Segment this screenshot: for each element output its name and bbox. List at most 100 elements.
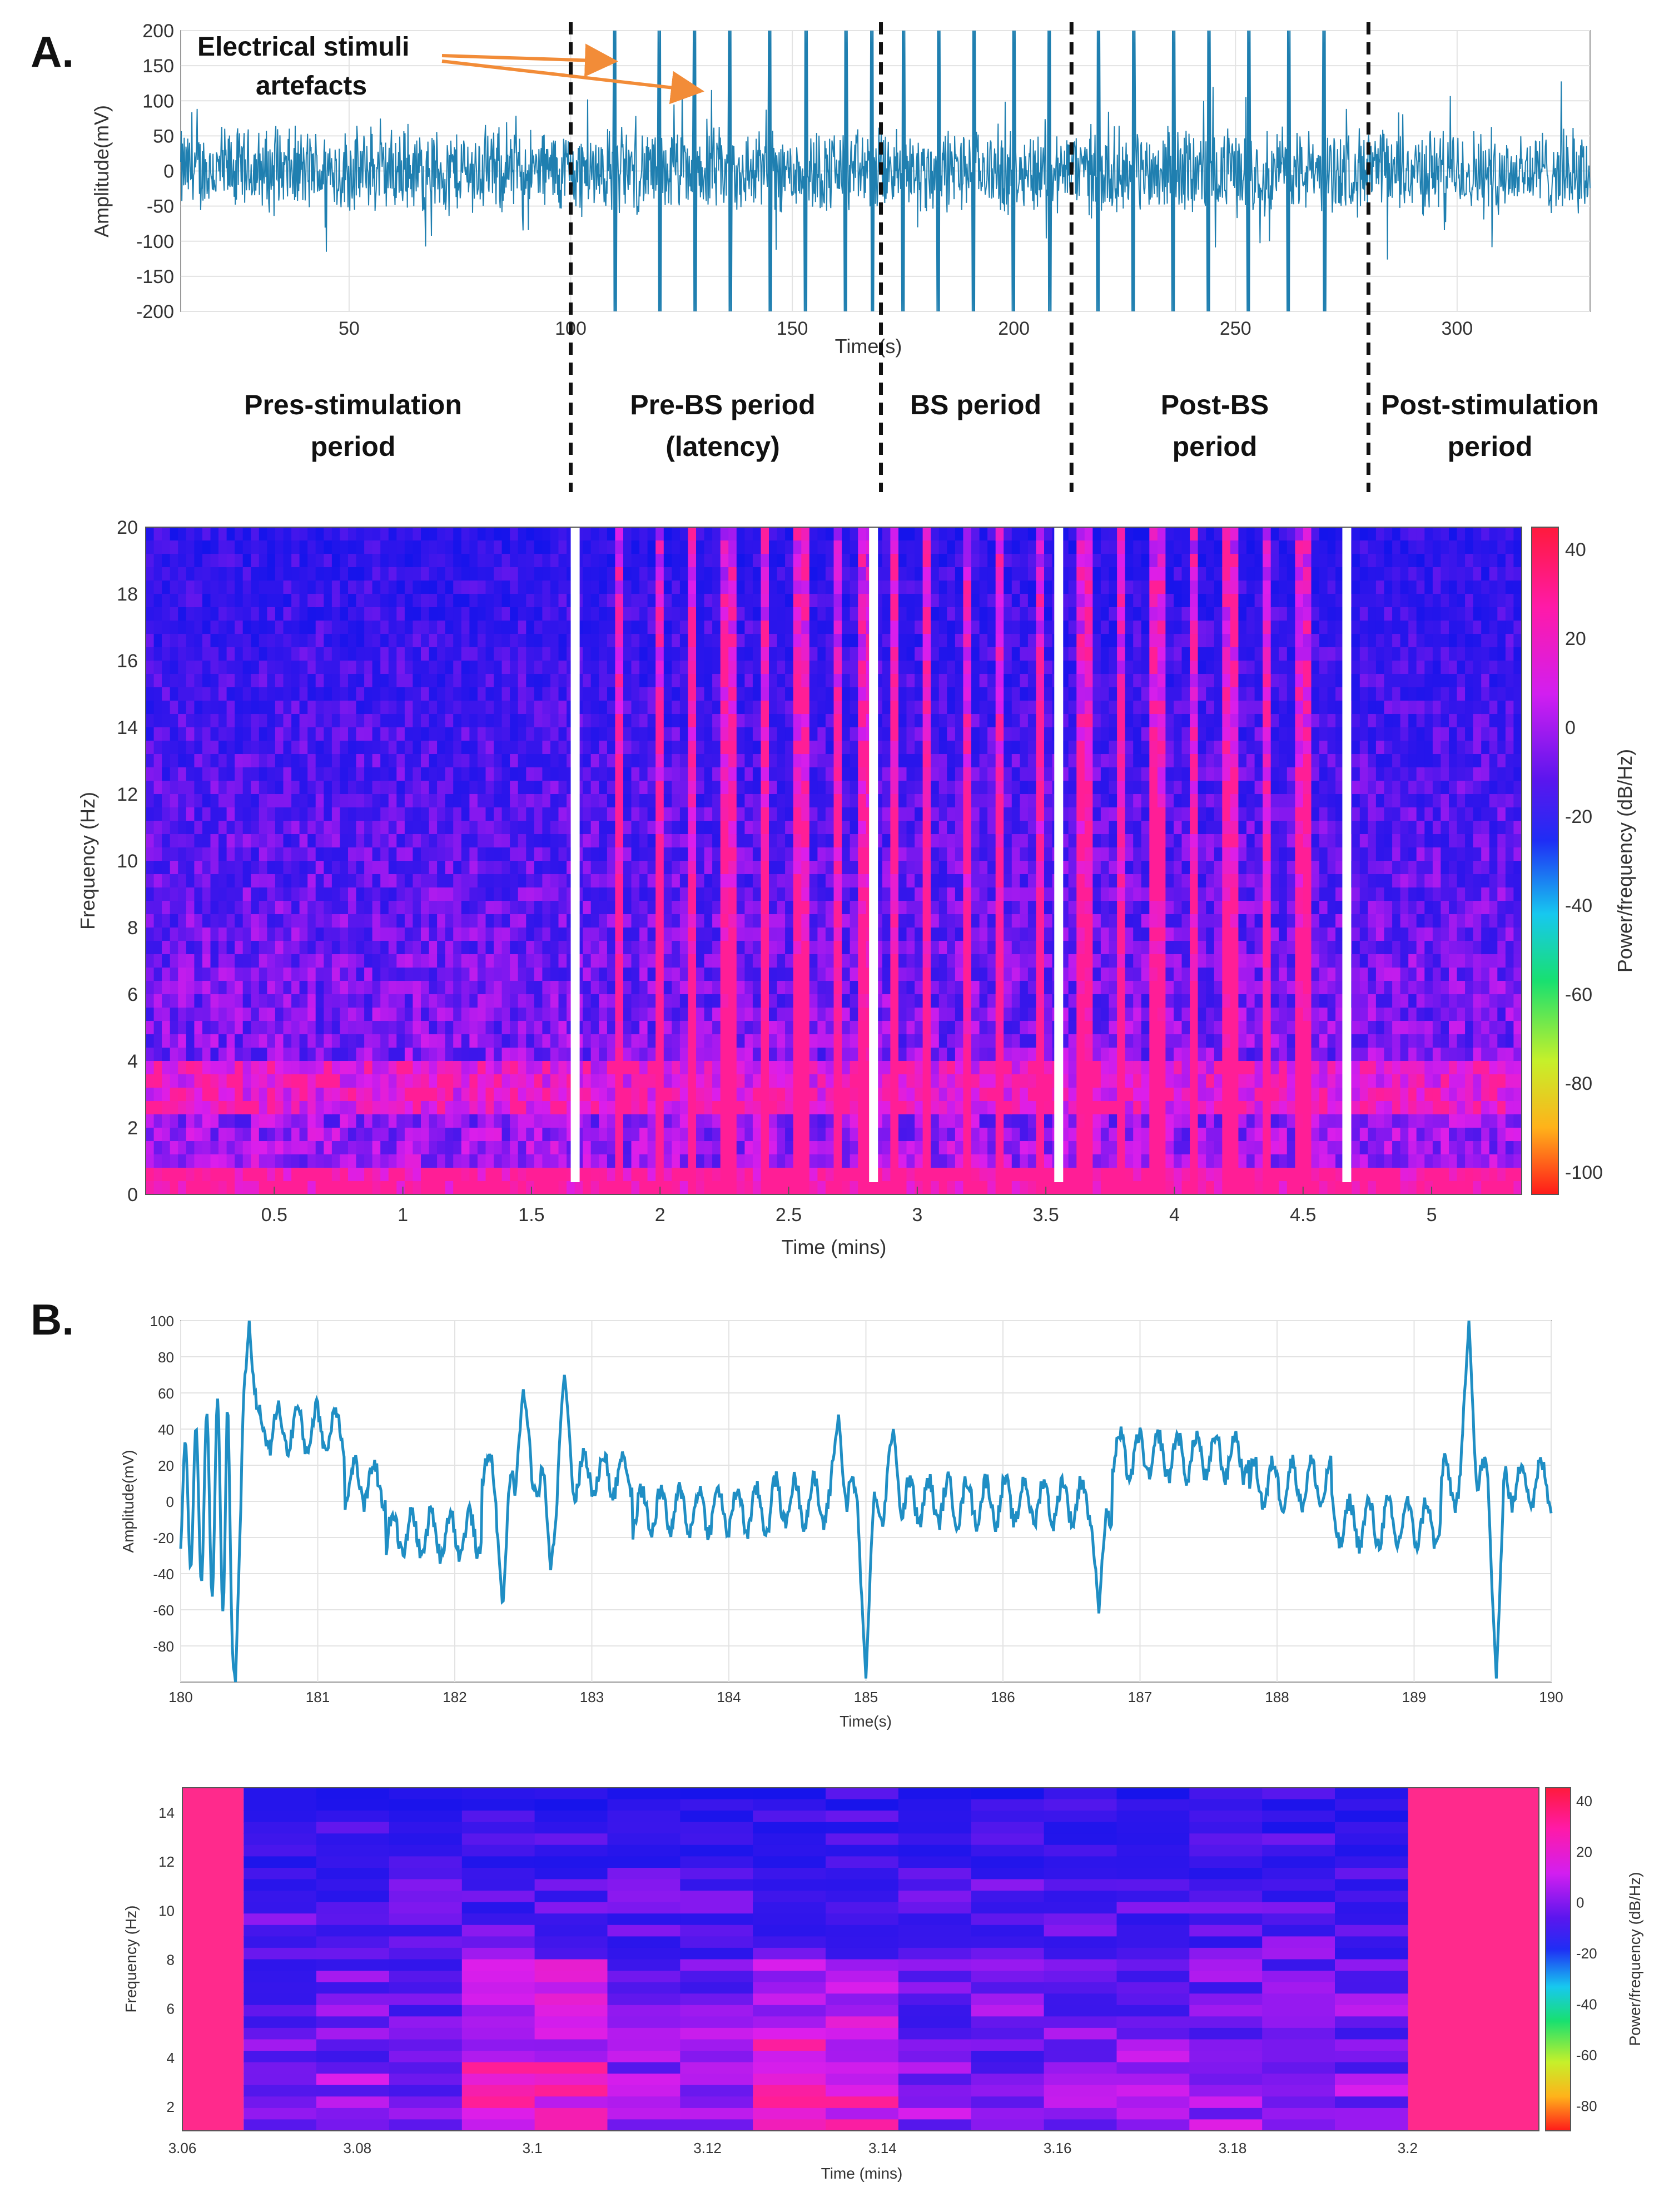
a-spectrogram-cell [825, 527, 835, 541]
a-spectrogram-cell [769, 554, 778, 568]
a-spectrogram-cell [226, 1061, 235, 1075]
a-spectrogram-cell [251, 1088, 260, 1102]
a-spectrogram-cell [785, 1101, 794, 1115]
a-spectrogram-cell [251, 1021, 260, 1035]
a-spectrogram-cell [809, 1008, 818, 1021]
a-spectrogram-cell [858, 754, 867, 768]
a-spectrogram-cell [720, 1034, 729, 1048]
a-spectrogram-cell [170, 1061, 179, 1075]
a-spectrogram-cell [688, 1034, 697, 1048]
a-spectrogram-cell [186, 714, 195, 728]
a-spectrogram-cell [469, 941, 478, 955]
a-spectrogram-cell [178, 647, 187, 661]
a-spectrogram-cell [194, 554, 203, 568]
a-spectrogram-cell [793, 821, 802, 835]
a-spectrogram-cell [429, 941, 438, 955]
a-spectrogram-cell [922, 567, 931, 581]
a-spectrogram-cell [461, 1154, 470, 1168]
a-spectrogram-cell [696, 821, 705, 835]
a-spectrogram-cell [777, 1074, 786, 1088]
a-spectrogram-cell [494, 607, 503, 621]
a-spectrogram-cell [340, 581, 349, 594]
a-spectrogram-cell [550, 714, 559, 728]
a-spectrogram-cell [744, 1181, 753, 1195]
a-spectrogram-cell [429, 674, 438, 688]
a-spectrogram-cell [793, 941, 802, 955]
a-spectrogram-cell [477, 674, 486, 688]
a-spectrogram-cell [299, 647, 308, 661]
a-spectrogram-cell [526, 540, 535, 554]
a-spectrogram-cell [672, 1061, 681, 1075]
a-spectrogram-cell [550, 527, 559, 541]
a-spectrogram-cell [882, 1088, 891, 1102]
a-spectrogram-cell [550, 994, 559, 1008]
a-spectrogram-cell [688, 1008, 697, 1021]
a-spectrogram-cell [324, 767, 332, 781]
a-spectrogram-cell [915, 874, 923, 888]
a-spectrogram-cell [672, 1168, 681, 1182]
a-spectrogram-cell [461, 621, 470, 634]
a-spectrogram-cell [663, 1061, 673, 1075]
a-spectrogram-cell [842, 767, 851, 781]
a-spectrogram-cell [404, 1021, 414, 1035]
a-spectrogram-cell [704, 594, 713, 608]
a-spectrogram-cell [931, 821, 940, 835]
a-spectrogram-cells [146, 527, 1522, 1195]
a-spectrogram-cell [704, 928, 713, 941]
a-spectrogram-cell [299, 594, 308, 608]
a-spectrogram-cell [413, 1181, 421, 1195]
a-spectrogram-cell [275, 594, 284, 608]
a-spectrogram-cell [842, 687, 851, 701]
a-spectrogram-cell [590, 1101, 600, 1115]
a-spectrogram-cell [550, 607, 559, 621]
a-spectrogram-cell [842, 941, 851, 955]
a-spectrogram-cell [712, 981, 721, 995]
a-spectrogram-cell [396, 687, 405, 701]
a-spectrogram-cell [769, 1061, 778, 1075]
a-spectrogram-cell [615, 621, 624, 634]
a-spectrogram-cell [558, 1181, 567, 1195]
a-spectrogram-cell [186, 540, 195, 554]
a-spectrogram-cell [162, 794, 171, 808]
a-spectrogram-cell [842, 594, 851, 608]
a-spectrogram-cell [720, 634, 729, 648]
a-spectrogram-cell [696, 554, 705, 568]
a-spectrogram-cell [663, 540, 673, 554]
a-spectrogram-cell [186, 834, 195, 848]
a-spectrogram-cell [283, 928, 292, 941]
a-spectrogram-cell [639, 901, 648, 915]
a-spectrogram-cell [461, 781, 470, 795]
a-spectrogram-cell [485, 1114, 494, 1128]
a-spectrogram-cell [809, 901, 818, 915]
a-spectrogram-cell [663, 1181, 673, 1195]
a-spectrogram-cell [623, 941, 632, 955]
a-spectrogram-cell [809, 821, 818, 835]
a-spectrogram-cell [283, 968, 292, 981]
a-spectrogram-cell [898, 714, 907, 728]
a-spectrogram-cell [388, 1141, 398, 1155]
a-spectrogram-cell [146, 887, 155, 901]
a-spectrogram-cell [210, 661, 219, 674]
a-spectrogram-cell [615, 1128, 624, 1142]
a-spectrogram-cell [631, 727, 640, 741]
a-spectrogram-cell [558, 807, 567, 821]
a-spectrogram-cell [210, 1008, 219, 1021]
a-spectrogram-cell [299, 847, 308, 861]
a-spectrogram-cell [429, 1034, 438, 1048]
a-spectrogram-cell [882, 794, 891, 808]
a-spectrogram-cell [655, 594, 664, 608]
a-spectrogram-cell [153, 1141, 162, 1155]
a-spectrogram-cell [162, 887, 171, 901]
a-spectrogram-cell [825, 874, 835, 888]
a-spectrogram-cell [267, 887, 276, 901]
a-spectrogram-cell [688, 847, 697, 861]
a-spectrogram-cell [688, 1021, 697, 1035]
a-spectrogram-cell [777, 807, 786, 821]
a-spectrogram-cell [396, 647, 405, 661]
a-spectrogram-cell [453, 634, 462, 648]
a-spectrogram-cell [922, 741, 931, 755]
a-spectrogram-cell [380, 767, 389, 781]
a-spectrogram-cell [396, 1101, 405, 1115]
a-spectrogram-cell [235, 807, 244, 821]
a-spectrogram-cell [226, 1021, 235, 1035]
